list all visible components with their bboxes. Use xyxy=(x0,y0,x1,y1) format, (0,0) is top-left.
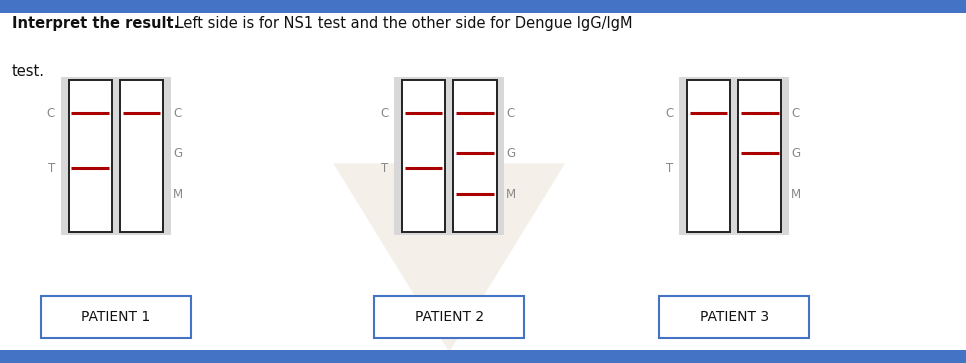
Bar xyxy=(0,350,966,363)
Text: G: G xyxy=(791,147,800,160)
Text: M: M xyxy=(506,188,516,201)
Text: Left side is for NS1 test and the other side for Dengue IgG/IgM: Left side is for NS1 test and the other … xyxy=(171,16,633,31)
Bar xyxy=(394,77,504,235)
Bar xyxy=(61,77,171,235)
Text: T: T xyxy=(666,162,673,175)
Bar xyxy=(41,296,191,338)
Text: PATIENT 2: PATIENT 2 xyxy=(414,310,484,324)
Text: PATIENT 3: PATIENT 3 xyxy=(699,310,769,324)
Text: test.: test. xyxy=(12,64,44,78)
Text: Interpret the result.: Interpret the result. xyxy=(12,16,179,31)
Text: C: C xyxy=(173,107,182,120)
Text: T: T xyxy=(47,162,55,175)
Bar xyxy=(659,296,810,338)
Text: T: T xyxy=(381,162,388,175)
Bar xyxy=(120,80,163,232)
Text: C: C xyxy=(791,107,800,120)
Text: C: C xyxy=(380,107,388,120)
Bar xyxy=(453,80,497,232)
Bar xyxy=(69,80,112,232)
Polygon shape xyxy=(333,163,565,352)
Bar xyxy=(402,80,445,232)
Bar xyxy=(0,0,966,13)
Text: G: G xyxy=(173,147,182,160)
Text: M: M xyxy=(791,188,801,201)
Bar xyxy=(679,77,789,235)
Bar xyxy=(738,80,781,232)
Bar xyxy=(375,296,524,338)
Text: C: C xyxy=(665,107,673,120)
Text: C: C xyxy=(506,107,515,120)
Text: C: C xyxy=(46,107,55,120)
Text: M: M xyxy=(173,188,183,201)
Bar xyxy=(687,80,730,232)
Text: PATIENT 1: PATIENT 1 xyxy=(81,310,151,324)
Text: G: G xyxy=(506,147,515,160)
